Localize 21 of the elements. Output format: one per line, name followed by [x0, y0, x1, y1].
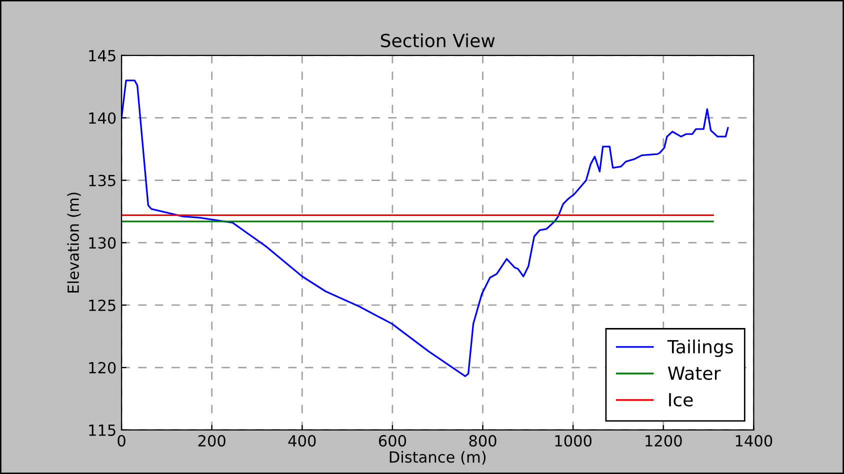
x-tick-label: 0 — [118, 435, 126, 447]
y-tick-label: 145 — [89, 50, 116, 62]
x-tick-label: 400 — [288, 435, 316, 447]
y-tick-label: 130 — [89, 237, 116, 249]
x-tick-label: 200 — [198, 435, 226, 447]
y-tick-label: 115 — [89, 424, 116, 436]
legend-label: Tailings — [667, 340, 733, 358]
x-tick-label: 800 — [469, 435, 496, 447]
x-tick-label: 600 — [378, 435, 406, 447]
y-tick-label: 120 — [89, 362, 116, 374]
x-tick-label: 1400 — [736, 435, 772, 447]
legend-label: Water — [668, 366, 721, 380]
chart-title: Section View — [380, 33, 495, 48]
y-tick-label: 140 — [89, 112, 116, 124]
x-tick-label: 1000 — [555, 435, 592, 447]
x-tick-label: 1200 — [646, 435, 682, 447]
y-tick-label: 125 — [89, 300, 116, 312]
x-axis-title: Distance (m) — [390, 450, 486, 465]
legend-label: Ice — [669, 393, 693, 407]
y-axis-title: Elevation (m) — [67, 192, 81, 292]
y-tick-label: 135 — [89, 174, 116, 186]
